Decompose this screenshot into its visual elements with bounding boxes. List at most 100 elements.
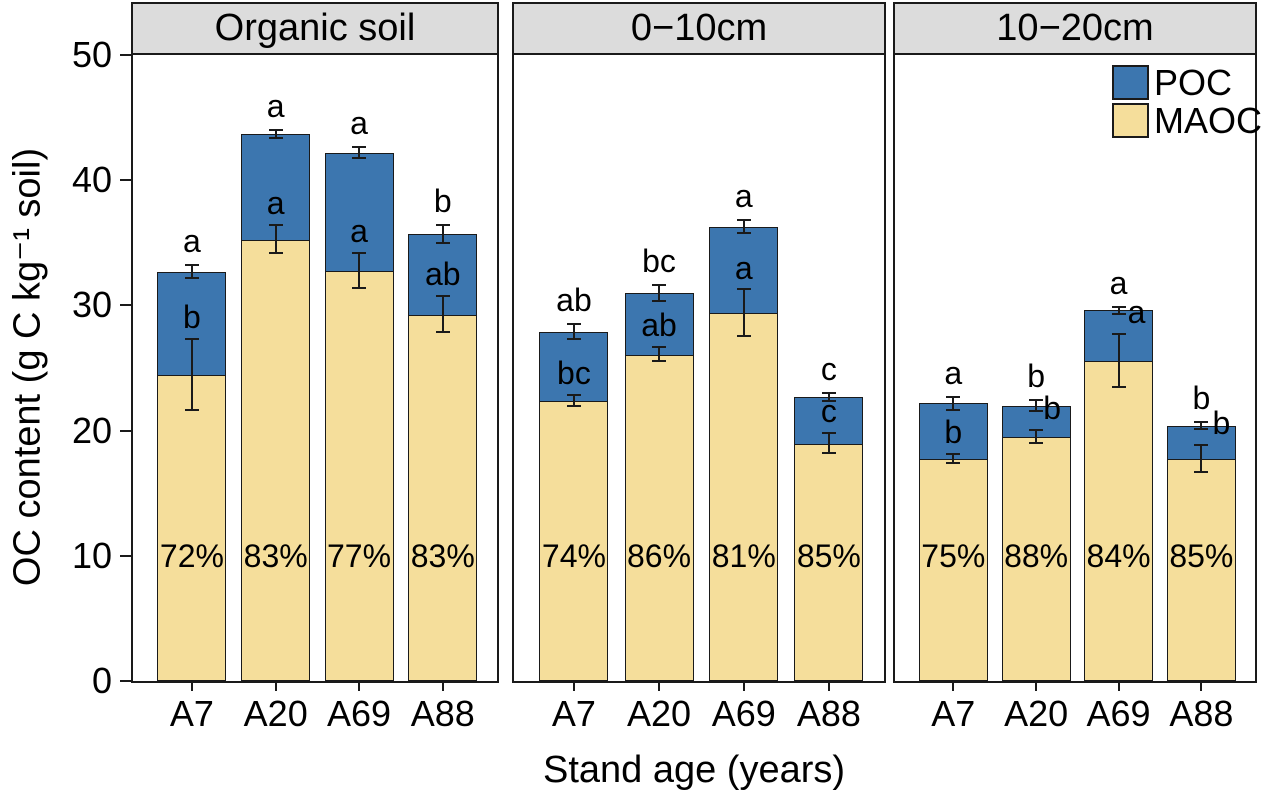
total-error-bar-cap-bottom <box>268 136 283 139</box>
x-tick-label: A88 <box>410 693 475 734</box>
sig-letter-maoc: a <box>1127 293 1146 330</box>
bar-maoc-segment <box>1001 436 1071 681</box>
y-tick-label: 20 <box>71 409 112 451</box>
bar-maoc-segment <box>539 400 609 681</box>
y-tick <box>120 54 131 56</box>
maoc-error-bar <box>1029 429 1044 445</box>
total-error-bar-line <box>190 264 193 280</box>
sig-letter-maoc: b <box>1212 404 1231 441</box>
bar-maoc-segment <box>157 374 227 681</box>
total-error-bar-line <box>742 219 745 235</box>
maoc-error-bar <box>435 295 450 333</box>
maoc-error-bar <box>566 393 581 408</box>
facet-strip: Organic soil <box>133 4 497 55</box>
maoc-error-bar-cap-bottom <box>1194 470 1209 473</box>
total-error-bar-cap-top <box>184 264 199 267</box>
sig-letter-total: b <box>1027 357 1045 394</box>
y-tick-label: 40 <box>71 159 112 201</box>
x-tick <box>1200 683 1203 691</box>
x-tick-label: A20 <box>627 693 692 734</box>
bar-maoc-segment <box>408 314 478 681</box>
maoc-percent-label: 88% <box>1004 537 1069 574</box>
x-tick <box>441 683 444 691</box>
y-tick <box>120 680 131 682</box>
total-error-bar <box>1111 306 1126 315</box>
total-error-bar-cap-top <box>821 391 836 394</box>
bar-maoc-segment <box>624 354 694 681</box>
x-tick <box>1117 683 1120 691</box>
maoc-error-bar-cap-bottom <box>946 461 961 464</box>
x-tick <box>952 683 955 691</box>
maoc-error-bar-cap-bottom <box>352 287 367 290</box>
maoc-error-bar <box>821 431 836 455</box>
maoc-percent-label: 72% <box>159 537 224 574</box>
maoc-error-bar-line <box>742 288 745 338</box>
sig-letter-maoc: a <box>266 185 285 222</box>
total-error-bar <box>1029 398 1044 413</box>
total-error-bar-cap-top <box>1111 306 1126 309</box>
maoc-error-bar-cap-bottom <box>821 452 836 455</box>
x-tick-label: A69 <box>711 693 776 734</box>
sig-letter-maoc: a <box>734 249 753 286</box>
sig-letter-maoc: ab <box>641 307 677 344</box>
total-error-bar-cap-top <box>566 322 581 325</box>
maoc-percent-label: 86% <box>627 537 692 574</box>
total-error-bar-line <box>658 284 661 302</box>
total-error-bar <box>652 284 667 302</box>
y-axis-title: OC content (g C kg⁻¹ soil) <box>6 147 49 587</box>
maoc-percent-label: 83% <box>243 537 308 574</box>
y-tick-label: 30 <box>71 284 112 326</box>
y-tick <box>120 179 131 182</box>
maoc-error-bar-line <box>1035 429 1038 445</box>
total-error-bar <box>184 264 199 280</box>
maoc-percent-label: 75% <box>921 537 986 574</box>
maoc-percent-label: 77% <box>327 537 392 574</box>
sig-letter-total: a <box>350 105 368 142</box>
maoc-error-bar-cap-bottom <box>268 252 283 255</box>
total-error-bar-cap-bottom <box>352 156 367 159</box>
maoc-error-bar-cap-top <box>352 251 367 254</box>
total-error-bar-line <box>952 395 955 411</box>
sig-letter-maoc: b <box>944 413 963 450</box>
facet-strip: 0−10cm <box>514 4 884 55</box>
x-tick <box>358 683 361 691</box>
x-tick-label: A7 <box>931 693 976 734</box>
total-error-bar <box>566 322 581 341</box>
maoc-percent-label: 74% <box>541 537 606 574</box>
maoc-error-bar-cap-top <box>566 393 581 396</box>
maoc-percent-label: 81% <box>711 537 776 574</box>
maoc-error-bar-cap-top <box>736 288 751 291</box>
maoc-error-bar-cap-top <box>184 337 199 340</box>
total-error-bar-cap-bottom <box>821 399 836 402</box>
total-error-bar-cap-top <box>1194 421 1209 424</box>
maoc-percent-label: 84% <box>1086 537 1151 574</box>
maoc-error-bar-cap-bottom <box>652 360 667 363</box>
bar-poc-segment <box>241 133 311 241</box>
maoc-error-bar-cap-bottom <box>184 408 199 411</box>
maoc-error-bar-cap-bottom <box>736 335 751 338</box>
total-error-bar <box>352 146 367 159</box>
total-error-bar <box>435 224 450 245</box>
x-tick <box>274 683 277 691</box>
x-tick-label: A20 <box>243 693 308 734</box>
total-error-bar-cap-top <box>1029 398 1044 401</box>
sig-letter-total: a <box>944 354 963 391</box>
maoc-percent-label: 85% <box>1169 537 1234 574</box>
maoc-error-bar-cap-bottom <box>435 330 450 333</box>
maoc-percent-label: 83% <box>410 537 475 574</box>
maoc-error-bar-cap-bottom <box>566 405 581 408</box>
total-error-bar-cap-top <box>268 128 283 131</box>
y-tick <box>120 304 131 307</box>
total-error-bar-cap-bottom <box>435 242 450 245</box>
sig-letter-maoc: b <box>183 298 201 335</box>
maoc-error-bar <box>1111 332 1126 389</box>
maoc-error-bar-cap-bottom <box>1111 386 1126 389</box>
total-error-bar-cap-bottom <box>1029 410 1044 413</box>
total-error-bar <box>736 219 751 235</box>
x-axis-title: Stand age (years) <box>542 749 846 791</box>
sig-letter-maoc: c <box>820 392 837 429</box>
total-error-bar-cap-bottom <box>736 232 751 235</box>
maoc-error-bar-cap-top <box>1029 429 1044 432</box>
total-error-bar-line <box>1035 398 1038 413</box>
